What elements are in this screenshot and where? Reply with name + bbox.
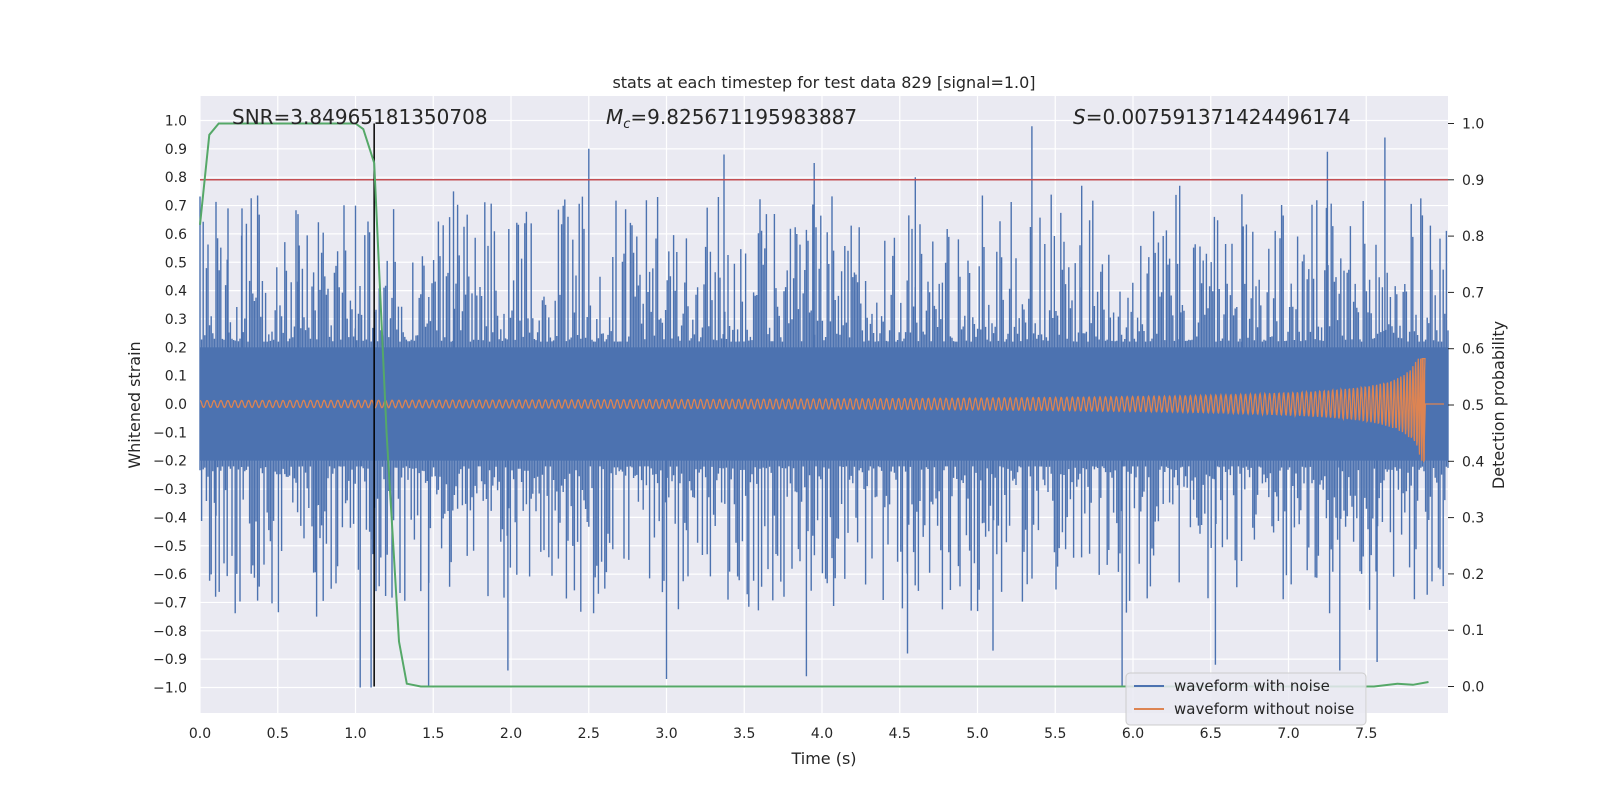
y-tick-label: 0.0	[165, 397, 187, 413]
s-value: =0.0075913714244961​74	[1086, 105, 1351, 129]
y2-tick-label: 0.2	[1462, 567, 1484, 583]
x-axis-label: Time (s)	[790, 749, 856, 768]
legend-label-noise: waveform with noise	[1174, 677, 1330, 695]
chirp-mass-value: =9.825671195983887	[630, 105, 857, 129]
y-tick-label: 1.0	[165, 114, 187, 130]
x-tick-label: 4.0	[811, 726, 833, 742]
x-tick-label: 2.0	[500, 726, 522, 742]
y2-tick-label: 0.1	[1462, 623, 1484, 639]
y-tick-label: −0.5	[153, 539, 187, 555]
y2-tick-label: 0.4	[1462, 454, 1484, 470]
y2-tick-label: 0.5	[1462, 398, 1484, 414]
x-tick-label: 5.5	[1044, 726, 1066, 742]
chart-title: stats at each timestep for test data 829…	[612, 73, 1035, 92]
y-tick-label: 0.2	[165, 340, 187, 356]
x-tick-label: 0.5	[267, 726, 289, 742]
s-symbol: S	[1073, 105, 1086, 129]
y-tick-label: −0.8	[153, 624, 187, 640]
x-tick-label: 3.5	[733, 726, 755, 742]
noise-spikes	[199, 126, 1449, 688]
y-tick-label: 0.4	[165, 284, 187, 300]
y-tick-label: −1.0	[153, 681, 187, 697]
x-tick-label: 6.5	[1200, 726, 1222, 742]
y-tick-label: 0.7	[165, 199, 187, 215]
x-tick-label: 5.0	[966, 726, 988, 742]
x-tick-label: 7.5	[1355, 726, 1377, 742]
y2-tick-label: 0.3	[1462, 511, 1484, 527]
y-tick-label: 0.5	[165, 255, 187, 271]
y-tick-label: 0.9	[165, 142, 187, 158]
y2-tick-label: 0.9	[1462, 173, 1484, 189]
y-tick-label: 0.8	[165, 170, 187, 186]
x-tick-label: 3.0	[655, 726, 677, 742]
x-tick-label: 1.0	[344, 726, 366, 742]
y2-axis-label: Detection probability	[1489, 321, 1508, 489]
y2-axis-ticks: 1.0 0.9 0.8 0.7 0.6 0.5 0.4 0.3 0.2 0.1 0.0	[1448, 117, 1484, 696]
chirp-mass-symbol: M	[606, 105, 623, 129]
legend-box	[1125, 672, 1367, 726]
y-tick-label: −0.2	[153, 454, 187, 470]
y-tick-label: 0.1	[165, 369, 187, 385]
chirp-mass-subscript: c	[623, 117, 630, 132]
y-axis-label: Whitened strain	[125, 341, 144, 468]
x-axis-ticks: 0.0 0.5 1.0 1.5 2.0 2.5 3.0 3.5 4.0 4.5 5.0 5.5 6.0 6…	[189, 726, 1378, 742]
snr-annotation: SNR=3.84965181350708	[232, 105, 488, 129]
y2-tick-label: 0.0	[1462, 680, 1484, 696]
x-tick-label: 6.0	[1122, 726, 1144, 742]
clean-waveform-series	[199, 357, 1444, 464]
x-tick-label: 2.5	[578, 726, 600, 742]
x-tick-label: 0.0	[189, 726, 211, 742]
chirp-mass-annotation: Mc=9.825671195983887	[606, 105, 857, 132]
y-tick-label: −0.3	[153, 482, 187, 498]
y2-tick-label: 1.0	[1462, 117, 1484, 133]
legend: waveform with noise waveform without noi…	[1125, 672, 1367, 726]
x-tick-label: 7.0	[1277, 726, 1299, 742]
s-annotation: S=0.0075913714244961​74	[1073, 105, 1351, 129]
y-tick-label: −0.6	[153, 567, 187, 583]
y-tick-label: 0.3	[165, 312, 187, 328]
legend-label-clean: waveform without noise	[1174, 700, 1354, 718]
y2-tick-label: 0.6	[1462, 342, 1484, 358]
y-tick-label: −0.7	[153, 595, 187, 611]
clean-chirp-line	[199, 357, 1444, 464]
y-tick-label: −0.4	[153, 510, 187, 526]
y2-tick-label: 0.7	[1462, 285, 1484, 301]
x-tick-label: 1.5	[422, 726, 444, 742]
y-tick-label: −0.1	[153, 425, 187, 441]
y-axis-ticks: 1.0 0.9 0.8 0.7 0.6 0.5 0.4 0.3 0.2 0.1 0.0 −0.1 −0.…	[153, 114, 187, 697]
y2-tick-label: 0.8	[1462, 229, 1484, 245]
x-tick-label: 4.5	[889, 726, 911, 742]
y-tick-label: 0.6	[165, 227, 187, 243]
y-tick-label: −0.9	[153, 652, 187, 668]
